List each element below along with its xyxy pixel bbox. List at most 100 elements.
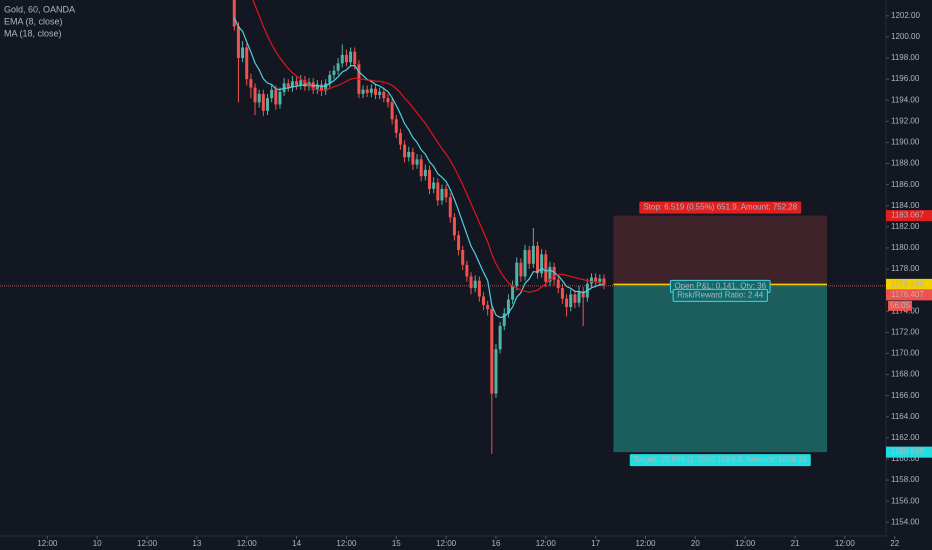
candle-body xyxy=(241,47,245,59)
indicator-line xyxy=(233,17,604,319)
candle-body xyxy=(490,309,494,394)
candle-body xyxy=(552,266,556,280)
x-tick-label: 22 xyxy=(890,539,899,548)
candle-body xyxy=(295,81,299,86)
candle-body xyxy=(340,54,344,64)
candle-body xyxy=(448,197,452,218)
countdown: 56:05 xyxy=(890,301,911,310)
candle-body xyxy=(581,291,585,298)
pnl-label: Open P&L: 0.141, Qty: 36 xyxy=(674,281,766,290)
candle-body xyxy=(415,159,419,165)
candle-body xyxy=(577,291,581,303)
candle-body xyxy=(394,119,398,133)
target-zone xyxy=(613,284,828,453)
candle-body xyxy=(249,79,253,88)
y-tick-label: 1198.00 xyxy=(891,53,920,62)
last-price-tag: 1176.407 xyxy=(891,290,924,299)
plot-area xyxy=(0,0,886,454)
symbol-title: Gold, 60, OANDA xyxy=(4,4,75,14)
entry-price-tag-box xyxy=(886,278,932,290)
candle-body xyxy=(589,277,593,284)
candle-body xyxy=(465,264,469,277)
y-tick-label: 1164.00 xyxy=(891,412,920,421)
candle-body xyxy=(523,250,527,277)
candle-body xyxy=(253,87,257,103)
y-tick-label: 1186.00 xyxy=(891,180,920,189)
candle-body xyxy=(365,89,369,93)
legend: Gold, 60, OANDA EMA (8, close) MA (18, c… xyxy=(4,4,75,38)
candle-body xyxy=(481,296,485,305)
x-tick-label: 12:00 xyxy=(137,539,158,548)
x-tick-label: 12:00 xyxy=(37,539,58,548)
stop-price-tag: 1183.067 xyxy=(891,211,924,220)
candle-body xyxy=(598,278,602,282)
candle-body xyxy=(432,182,436,189)
candle-body xyxy=(540,254,544,274)
candle-body xyxy=(390,102,394,120)
candle-body xyxy=(428,169,432,189)
candle-body xyxy=(328,74,332,84)
y-tick-label: 1154.00 xyxy=(891,517,920,526)
candle-body xyxy=(282,83,286,92)
x-tick-label: 14 xyxy=(292,539,301,548)
candle-body xyxy=(486,304,490,310)
y-tick-label: 1178.00 xyxy=(891,264,920,273)
candle-body xyxy=(457,235,461,251)
y-tick-label: 1168.00 xyxy=(891,370,920,379)
candle-body xyxy=(266,98,270,111)
candle-body xyxy=(511,285,515,300)
y-tick-label: 1188.00 xyxy=(891,159,920,168)
candle-body xyxy=(498,326,502,350)
candle-body xyxy=(569,294,573,308)
x-tick-label: 21 xyxy=(791,539,800,548)
x-tick-label: 12:00 xyxy=(635,539,656,548)
candle-body xyxy=(374,88,378,95)
candle-body xyxy=(378,91,382,95)
y-tick-label: 1190.00 xyxy=(891,138,920,147)
candle-body xyxy=(573,294,577,303)
target-label: Target: 15.899 (1.35%) 1589.9, Amount: 1… xyxy=(634,455,808,464)
y-tick-label: 1156.00 xyxy=(891,496,920,505)
candle-body xyxy=(315,84,319,90)
candle-body xyxy=(527,250,531,264)
candle-body xyxy=(261,93,265,111)
candle-body xyxy=(440,188,444,201)
stop-label-box xyxy=(639,201,802,214)
x-tick-label: 10 xyxy=(93,539,102,548)
countdown-box xyxy=(888,300,912,311)
x-tick-label: 13 xyxy=(192,539,201,548)
candle-body xyxy=(398,132,402,145)
x-tick-label: 12:00 xyxy=(436,539,457,548)
y-tick-label: 1180.00 xyxy=(891,243,920,252)
candle-body xyxy=(531,245,535,264)
candle-body xyxy=(232,0,236,27)
candle-body xyxy=(535,245,539,274)
y-tick-label: 1174.00 xyxy=(891,306,920,315)
x-tick-label: 12:00 xyxy=(735,539,756,548)
candle-body xyxy=(565,298,569,308)
rr-label: Risk/Reward Ratio: 2.44 xyxy=(677,290,764,299)
candle-body xyxy=(382,91,386,99)
candle-body xyxy=(515,262,519,286)
y-tick-label: 1162.00 xyxy=(891,433,920,442)
x-tick-label: 12:00 xyxy=(336,539,357,548)
candle-body xyxy=(594,277,598,282)
candle-body xyxy=(411,151,415,165)
legend-entry: EMA (8, close) xyxy=(4,16,63,26)
candle-body xyxy=(344,54,348,63)
y-tick-label: 1182.00 xyxy=(891,222,920,231)
entry-price-tag: 1176.548 xyxy=(891,279,924,288)
y-tick-label: 1196.00 xyxy=(891,74,920,83)
candle-body xyxy=(556,279,560,289)
y-tick-label: 1172.00 xyxy=(891,327,920,336)
y-tick-label: 1194.00 xyxy=(891,95,920,104)
candle-body xyxy=(290,81,294,88)
candle-body xyxy=(270,89,274,99)
legend-entry: MA (18, close) xyxy=(4,28,62,38)
candle-body xyxy=(303,80,307,87)
candle-body xyxy=(477,280,481,297)
target-price-tag-box xyxy=(886,446,932,458)
candle-body xyxy=(602,278,606,285)
candle-body xyxy=(407,151,411,158)
y-tick-label: 1160.00 xyxy=(891,454,920,463)
